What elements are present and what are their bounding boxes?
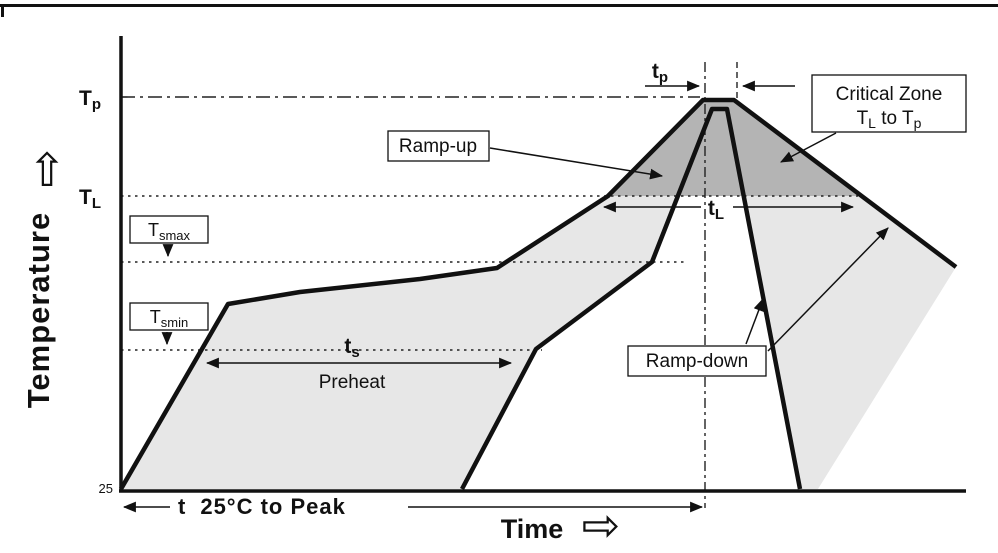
ramp-up-leader-arrow — [489, 147, 664, 180]
critical-zone-label-line2: TL to Tp — [857, 108, 922, 131]
critical-zone-leader-arrow — [780, 132, 837, 163]
tsmin-label: Tsmin — [150, 307, 188, 330]
tp-measure-label: tp — [652, 60, 668, 86]
ramp-up-box — [387, 130, 490, 162]
critical-zone-label-line1: Critical Zone — [836, 84, 943, 105]
time-axis-title: Time — [501, 514, 564, 544]
origin-25-label: 25 — [99, 481, 113, 496]
time-direction-arrow-icon: ⇨ — [582, 499, 621, 551]
t25-label-backplate — [170, 496, 408, 518]
tl-measure-label: tL — [708, 197, 724, 223]
tsmin-box — [129, 302, 209, 331]
temperature-axis-title: Temperature — [21, 212, 56, 409]
ramp-down-label: Ramp-down — [646, 351, 748, 372]
temperature-direction-arrow-icon: ⇧ — [28, 144, 67, 196]
tp-axis-label: Tp — [79, 87, 101, 113]
figure-corner-mark — [1, 4, 4, 17]
figure-top-border — [0, 4, 998, 7]
profile-slow-ramp-curve — [460, 106, 803, 491]
profile-fast-ramp-curve — [119, 97, 958, 491]
t25-to-peak-label: t 25°C to Peak — [178, 494, 346, 519]
ramp-down-box — [627, 345, 767, 377]
ramp-down-leader-arrow-slow — [767, 227, 889, 352]
ramp-up-label: Ramp-up — [399, 136, 477, 157]
critical-zone-box — [811, 74, 967, 133]
tl-axis-label: TL — [79, 186, 101, 212]
ts-measure-label: ts — [344, 335, 359, 361]
band-inner-white-area — [462, 196, 800, 489]
tsmax-box — [129, 215, 209, 244]
tsmax-label: Tsmax — [148, 220, 191, 243]
ramp-down-leader-arrow-fast — [745, 297, 764, 345]
preheat-label: Preheat — [319, 372, 386, 393]
